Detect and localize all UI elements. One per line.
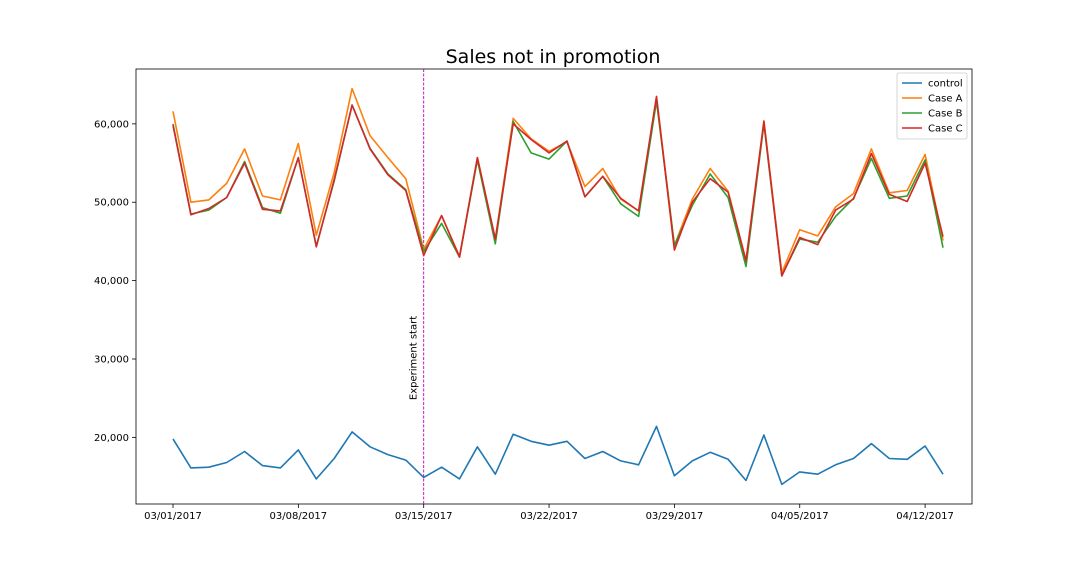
legend-label: control xyxy=(928,79,963,90)
legend-box xyxy=(896,72,968,140)
chart-title: Sales not in promotion xyxy=(446,46,661,68)
series-line-control xyxy=(172,425,944,486)
y-tick-label: 40,000 xyxy=(94,276,129,287)
x-tick-label: 03/01/2017 xyxy=(144,511,202,522)
legend-label: Case C xyxy=(928,124,963,135)
experiment-start-label: Experiment start xyxy=(409,316,420,400)
y-tick-label: 60,000 xyxy=(94,119,129,130)
plot-frame xyxy=(135,68,973,505)
y-tick-label: 20,000 xyxy=(94,433,129,444)
plot-area: 20,000 30,000 40,000 50,000 60,000 03/01/2017… xyxy=(94,68,973,522)
x-tick-label: 03/15/2017 xyxy=(395,511,453,522)
x-tick-label: 03/29/2017 xyxy=(646,511,704,522)
x-tick-label: 03/22/2017 xyxy=(520,511,578,522)
x-tick-label: 04/12/2017 xyxy=(896,511,954,522)
series-line-case-c xyxy=(172,95,944,277)
y-tick-label: 30,000 xyxy=(94,355,129,366)
x-tick-label: 04/05/2017 xyxy=(771,511,829,522)
y-tick-label: 50,000 xyxy=(94,198,129,209)
legend-label: Case A xyxy=(928,94,963,105)
x-tick-label: 03/08/2017 xyxy=(270,511,328,522)
legend-label: Case B xyxy=(928,109,963,120)
